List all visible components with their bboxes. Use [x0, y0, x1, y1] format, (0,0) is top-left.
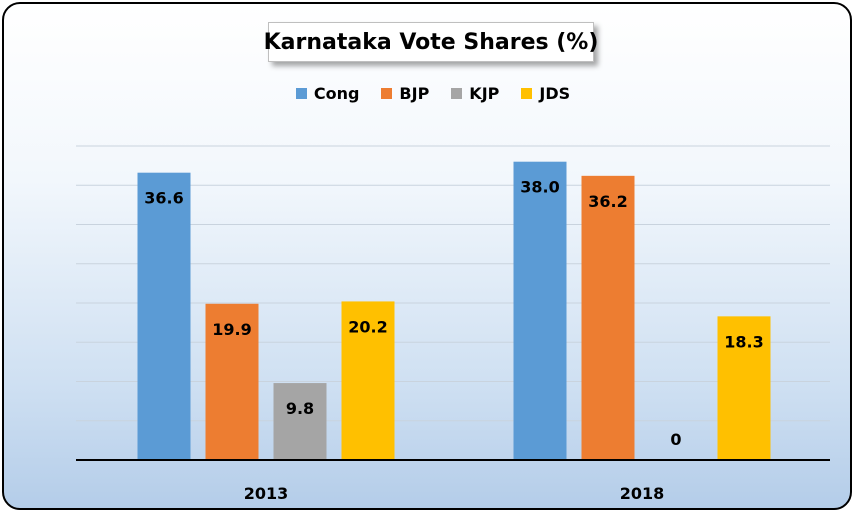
- legend-swatch-jds: [521, 87, 533, 99]
- bar-bjp-2013: [205, 303, 259, 460]
- bar-kjp-2013: [273, 383, 327, 460]
- data-label-jds-2018: 18.3: [724, 332, 763, 351]
- bar-jds-2018: [717, 316, 771, 460]
- data-label-bjp-2013: 19.9: [212, 320, 251, 339]
- data-label-kjp-2013: 9.8: [286, 399, 314, 418]
- legend-swatch-kjp: [451, 87, 463, 99]
- chart-plot: 36.6 38.0 19.9 36.2 9.8 0 20.2 18.3 2013 2018: [76, 145, 830, 503]
- data-label-jds-2013: 20.2: [348, 317, 387, 336]
- legend-label-bjp: BJP: [399, 83, 430, 103]
- chart-legend: Cong BJP KJP JDS: [4, 80, 850, 106]
- legend-label-jds: JDS: [539, 83, 571, 103]
- data-label-bjp-2018: 36.2: [588, 192, 627, 211]
- data-label-cong-2018: 38.0: [520, 178, 559, 197]
- legend-label-kjp: KJP: [469, 83, 500, 103]
- bar-cong-2013: [137, 172, 191, 460]
- bar-jds-2013: [341, 301, 395, 460]
- legend-item-cong: Cong: [295, 83, 360, 103]
- chart-title: Karnataka Vote Shares (%): [264, 22, 598, 62]
- bar-cong-2018: [513, 161, 567, 460]
- legend-label-cong: Cong: [313, 83, 360, 103]
- x-tick-label-2013: 2013: [244, 484, 289, 503]
- chart-frame: 36.6 38.0 19.9 36.2 9.8 0 20.2 18.3 2013 2018 Kar…: [2, 2, 852, 510]
- legend-item-bjp: BJP: [381, 84, 429, 103]
- legend-swatch-bjp: [381, 87, 393, 99]
- data-label-kjp-2018: 0: [670, 430, 681, 449]
- bar-bjp-2018: [581, 175, 635, 460]
- legend-item-jds: JDS: [521, 84, 570, 103]
- data-label-cong-2013: 36.6: [144, 189, 183, 208]
- legend-item-kjp: KJP: [451, 84, 499, 103]
- x-tick-label-2018: 2018: [620, 484, 665, 503]
- legend-swatch-cong: [295, 87, 307, 99]
